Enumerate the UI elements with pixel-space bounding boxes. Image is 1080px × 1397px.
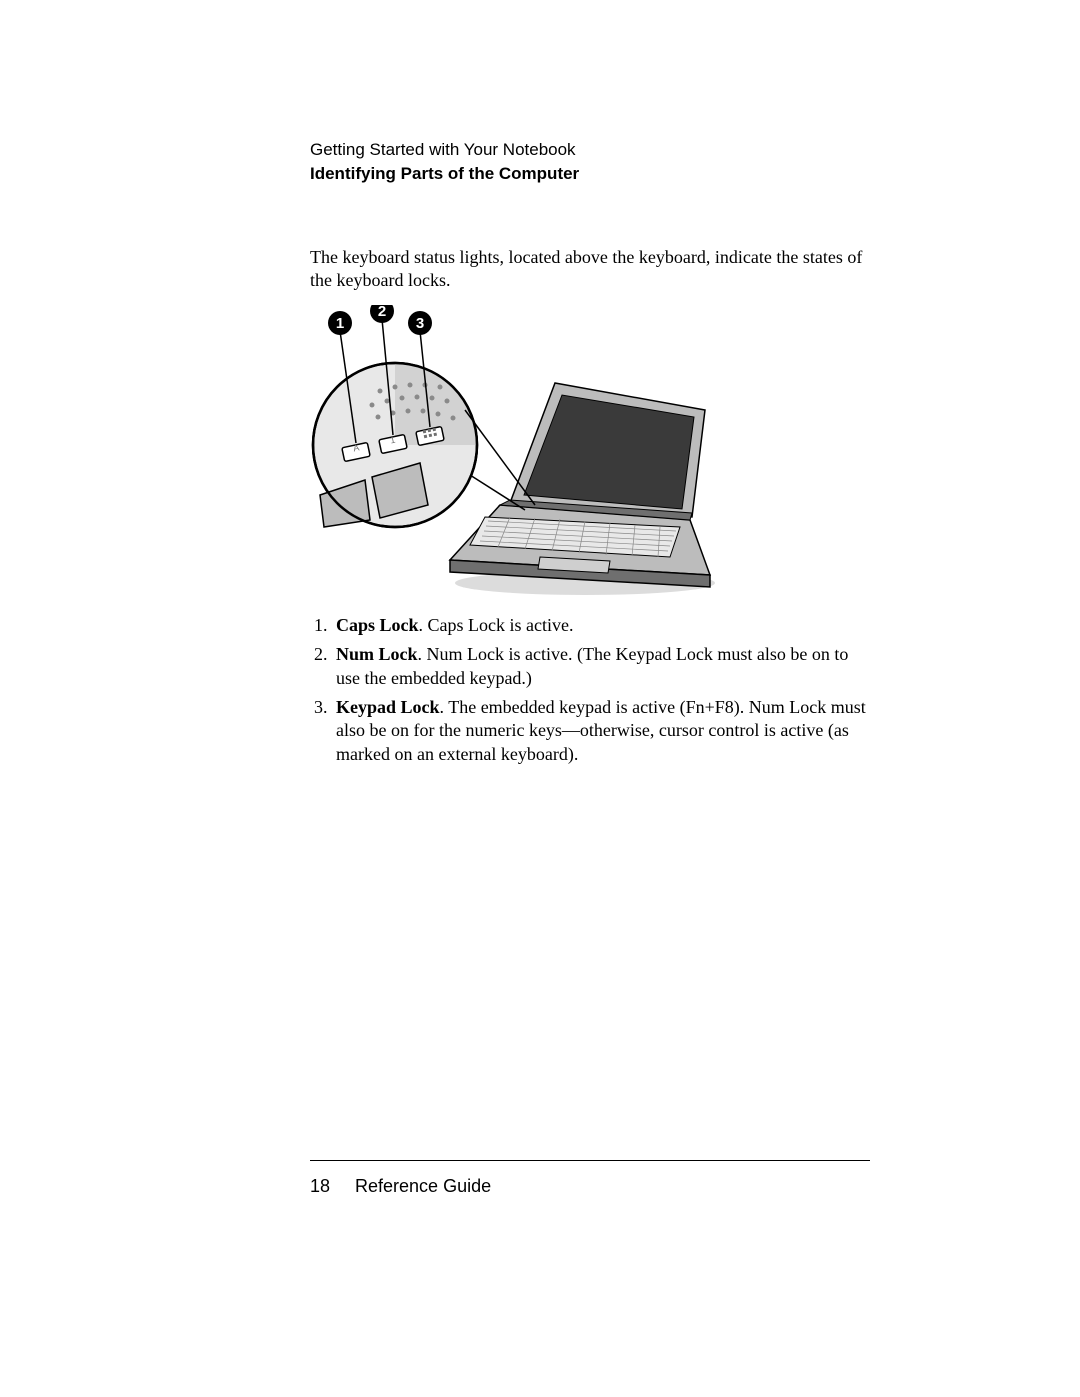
indicator-list: Caps Lock. Caps Lock is active. Num Lock… xyxy=(310,614,870,766)
laptop-diagram: A 1 1 2 xyxy=(310,305,720,600)
term: Keypad Lock xyxy=(336,697,440,717)
page-footer: 18 Reference Guide xyxy=(310,1176,491,1197)
page-number: 18 xyxy=(310,1176,350,1197)
svg-text:2: 2 xyxy=(378,305,386,320)
callout-2: 2 xyxy=(370,305,394,323)
footer-rule xyxy=(310,1160,870,1161)
term: Caps Lock xyxy=(336,615,419,635)
footer-title: Reference Guide xyxy=(355,1176,491,1196)
svg-text:1: 1 xyxy=(336,315,344,332)
intro-paragraph: The keyboard status lights, located abov… xyxy=(310,246,870,293)
svg-text:3: 3 xyxy=(416,315,424,332)
callout-1: 1 xyxy=(328,311,352,335)
list-item: Caps Lock. Caps Lock is active. xyxy=(332,614,870,637)
callout-3: 3 xyxy=(408,311,432,335)
term: Num Lock xyxy=(336,644,418,664)
list-item: Num Lock. Num Lock is active. (The Keypa… xyxy=(332,643,870,690)
desc: . Caps Lock is active. xyxy=(419,615,574,635)
chapter-title: Getting Started with Your Notebook xyxy=(310,140,870,160)
list-item: Keypad Lock. The embedded keypad is acti… xyxy=(332,696,870,766)
section-title: Identifying Parts of the Computer xyxy=(310,164,870,184)
